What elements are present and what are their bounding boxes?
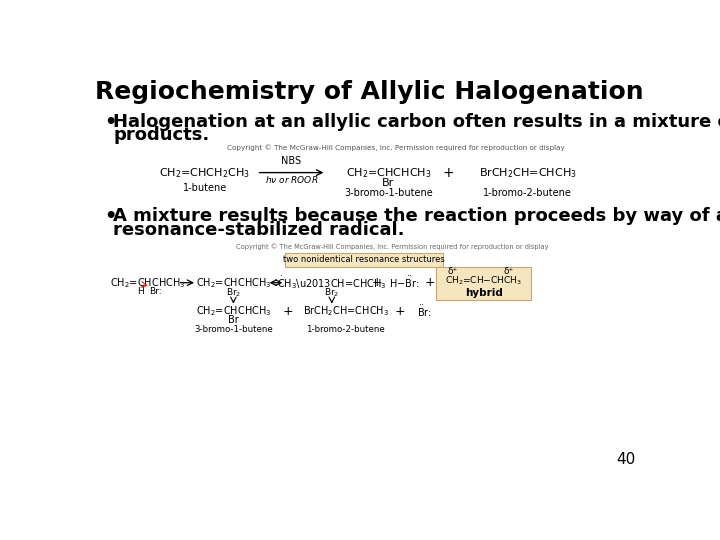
Text: NBS: NBS — [282, 156, 302, 166]
Text: hybrid: hybrid — [465, 288, 503, 298]
Text: +: + — [424, 276, 435, 289]
Text: products.: products. — [113, 126, 210, 144]
Text: •: • — [104, 112, 117, 132]
Text: 1-bromo-2-butene: 1-bromo-2-butene — [483, 187, 572, 198]
Text: BrCH$_2$CH=CHCH$_3$: BrCH$_2$CH=CHCH$_3$ — [479, 166, 577, 179]
Text: CH$_2$=CHCHCH$_3$: CH$_2$=CHCHCH$_3$ — [196, 305, 271, 318]
Text: CH$_2$=CHCHCH$_3$: CH$_2$=CHCHCH$_3$ — [110, 276, 186, 289]
Text: Br: Br — [382, 178, 395, 187]
Text: $\ddot{\rm B}$r:: $\ddot{\rm B}$r: — [418, 303, 432, 319]
Text: •: • — [104, 207, 117, 226]
Text: resonance-stabilized radical.: resonance-stabilized radical. — [113, 221, 405, 239]
Text: 1-bromo-2-butene: 1-bromo-2-butene — [307, 325, 385, 334]
Text: +: + — [372, 276, 382, 289]
Text: $\dot{\rm C}$H$_3$\u2013CH=CHCH$_3$: $\dot{\rm C}$H$_3$\u2013CH=CHCH$_3$ — [277, 274, 387, 291]
Text: Br$_2$: Br$_2$ — [324, 286, 340, 299]
Text: CH$_2$=CHCHCH$_3$: CH$_2$=CHCHCH$_3$ — [346, 166, 431, 179]
Text: Br: Br — [228, 315, 239, 325]
Text: H: H — [137, 287, 144, 296]
Text: Halogenation at an allylic carbon often results in a mixture of: Halogenation at an allylic carbon often … — [113, 112, 720, 131]
Text: BrCH$_2$CH=CHCH$_3$: BrCH$_2$CH=CHCH$_3$ — [302, 305, 389, 318]
Text: 1-butene: 1-butene — [183, 183, 227, 193]
Text: Regiochemistry of Allylic Halogenation: Regiochemistry of Allylic Halogenation — [95, 80, 643, 104]
Text: Copyright © The McGraw-Hill Companies, Inc. Permission required for reproduction: Copyright © The McGraw-Hill Companies, I… — [228, 144, 565, 151]
Text: $h\nu$ or ROOR: $h\nu$ or ROOR — [265, 174, 318, 185]
Text: two nonidentical resonance structures: two nonidentical resonance structures — [284, 255, 445, 265]
Text: 3-bromo-1-butene: 3-bromo-1-butene — [194, 325, 273, 334]
Text: Br$_2$: Br$_2$ — [225, 286, 241, 299]
Text: +: + — [442, 166, 454, 180]
Text: H$-\ddot{\rm B}$r:: H$-\ddot{\rm B}$r: — [389, 275, 419, 291]
Text: CH$_2$=CHCH$_2$CH$_3$: CH$_2$=CHCH$_2$CH$_3$ — [159, 166, 250, 179]
Text: δ⁺: δ⁺ — [503, 267, 513, 276]
FancyBboxPatch shape — [285, 253, 444, 267]
Text: Copyright © The McGraw-Hill Companies, Inc. Permission required for reproduction: Copyright © The McGraw-Hill Companies, I… — [236, 244, 549, 250]
Text: A mixture results because the reaction proceeds by way of a: A mixture results because the reaction p… — [113, 207, 720, 225]
Text: +: + — [282, 305, 293, 318]
Text: 40: 40 — [616, 452, 636, 467]
FancyBboxPatch shape — [436, 267, 531, 300]
Text: +: + — [395, 305, 405, 318]
Text: CH$_2$=CH$-$CHCH$_3$: CH$_2$=CH$-$CHCH$_3$ — [445, 274, 522, 287]
Text: Br:: Br: — [150, 287, 162, 296]
Text: δ⁺: δ⁺ — [448, 267, 458, 276]
Text: 3-bromo-1-butene: 3-bromo-1-butene — [344, 187, 433, 198]
Text: CH$_2$=CHCHCH$_3$: CH$_2$=CHCHCH$_3$ — [196, 276, 271, 289]
